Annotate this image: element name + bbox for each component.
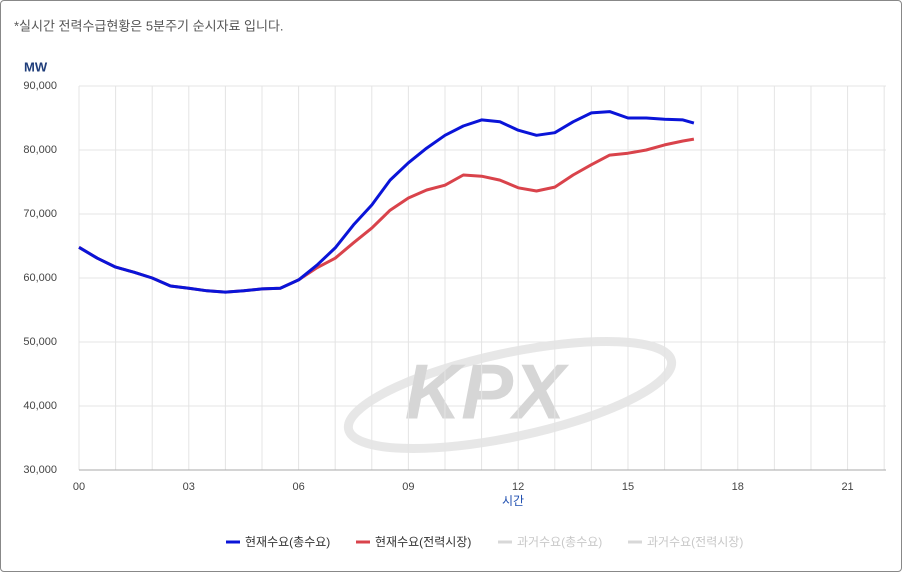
x-tick-label: 15: [622, 481, 634, 493]
legend-item[interactable]: 현재수요(총수요): [226, 535, 330, 549]
legend-label: 과거수요(전력시장): [647, 535, 743, 549]
y-tick-label: 40,000: [23, 400, 57, 412]
legend-item[interactable]: 과거수요(전력시장): [628, 535, 743, 549]
legend-label: 현재수요(전력시장): [375, 535, 471, 549]
series-line: [78, 110, 695, 294]
y-tick-label: 30,000: [23, 464, 57, 476]
y-tick-label: 60,000: [23, 272, 57, 284]
series-line: [78, 137, 695, 294]
x-tick-label: 03: [183, 481, 195, 493]
x-tick-label: 06: [292, 481, 304, 493]
x-tick-label: 09: [402, 481, 414, 493]
y-tick-label: 80,000: [23, 144, 57, 156]
x-tick-label: 12: [512, 481, 524, 493]
legend-item[interactable]: 과거수요(총수요): [498, 535, 602, 549]
x-tick-label: 18: [732, 481, 744, 493]
watermark: KPX: [405, 348, 569, 436]
y-tick-label: 50,000: [23, 336, 57, 348]
legend-item[interactable]: 현재수요(전력시장): [356, 535, 471, 549]
x-tick-label: 00: [73, 481, 85, 493]
x-axis-label: 시간: [502, 494, 524, 508]
x-tick-label: 21: [841, 481, 853, 493]
y-tick-label: 70,000: [23, 208, 57, 220]
legend-label: 현재수요(총수요): [245, 535, 330, 549]
y-tick-label: 90,000: [23, 80, 57, 92]
note: *실시간 전력수급현황은 5분주기 순시자료 입니다.: [14, 18, 284, 33]
legend-label: 과거수요(총수요): [517, 535, 602, 549]
y-unit: MW: [24, 59, 48, 74]
watermark-logo: [343, 336, 677, 454]
